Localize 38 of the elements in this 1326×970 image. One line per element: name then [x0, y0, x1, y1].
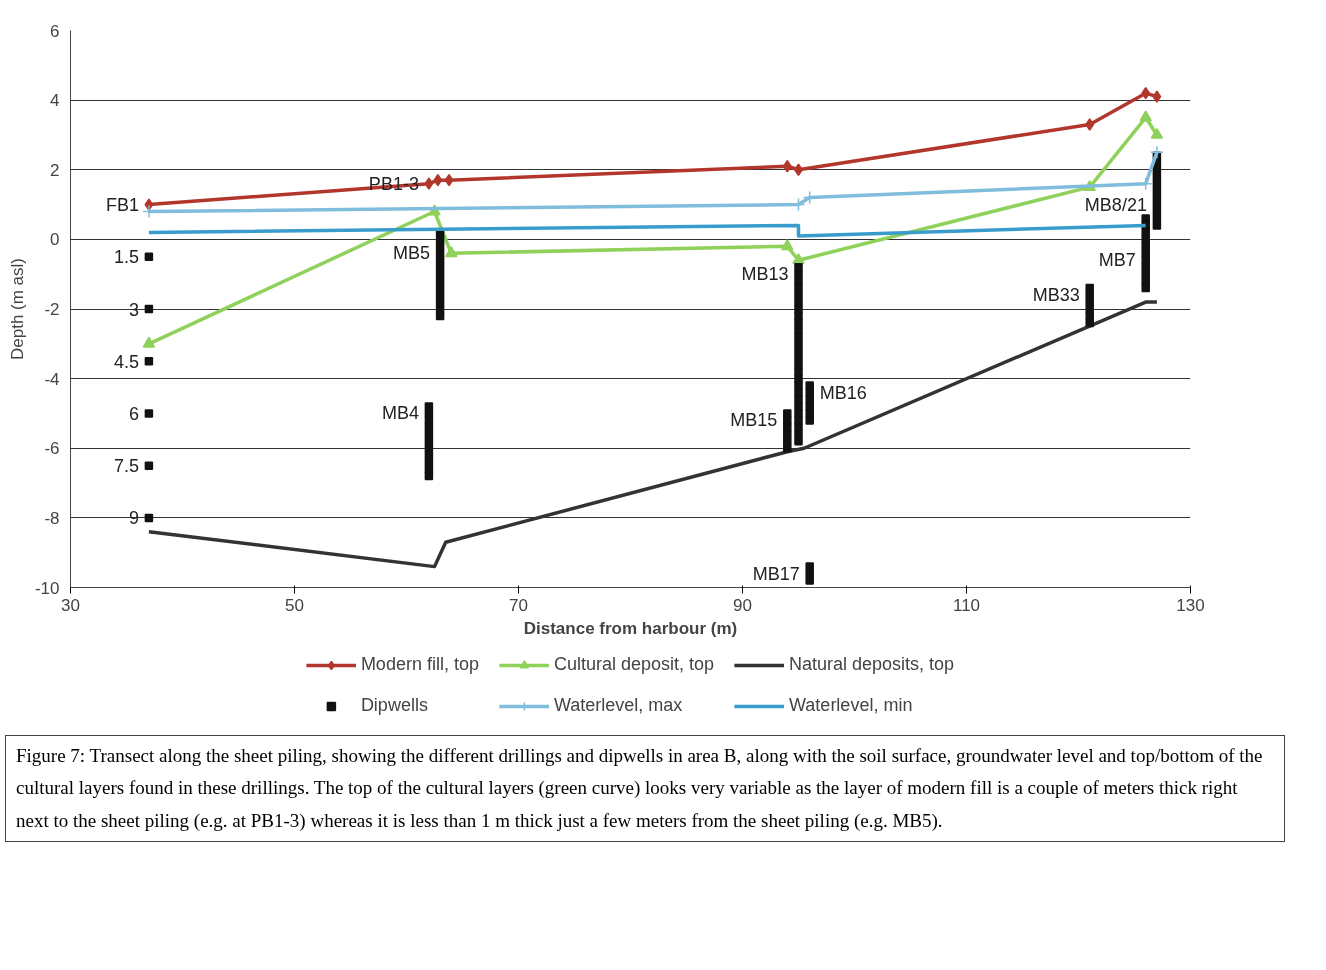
annotation: 4.5: [113, 351, 139, 372]
x-tick-label: 30: [61, 595, 80, 615]
annotation: MB5: [393, 243, 431, 264]
x-tick-label: 70: [509, 595, 528, 615]
annotation: 1.5: [113, 247, 139, 268]
y-tick-label: -4: [44, 369, 60, 389]
y-tick-label: -8: [44, 508, 60, 528]
y-axis-title: Depth (m asl): [7, 257, 27, 361]
annotation: FB1: [105, 194, 139, 215]
y-tick-label: 2: [50, 160, 60, 180]
annotation: MB4: [381, 403, 419, 424]
annotation: MB13: [741, 264, 789, 285]
y-tick-label: -10: [34, 578, 60, 598]
x-tick-label: 50: [285, 595, 304, 615]
x-tick-label: 90: [733, 595, 752, 615]
annotation: MB7: [1098, 250, 1136, 271]
y-tick-label: -2: [44, 300, 60, 319]
legend-label: Cultural deposit, top: [553, 654, 715, 675]
annotation: MB8/21: [1084, 194, 1147, 215]
annotation: MB16: [819, 382, 867, 403]
annotation: 6: [128, 403, 139, 424]
caption: Figure 7: Transect along the sheet piling, showing the different drillings and dipwells in area B, along with the soil surface, groundwater level and top/bottom of the cultural layers found in these drillings. The top of the cultural layers (green curve) looks very variable as the layer of modern fill is a couple of meters thick right next to the sheet piling (e.g. at PB1-3) whereas it is less than 1 m thick just a few meters from the sheet piling (e.g. MB5).: [16, 744, 1264, 833]
y-tick-label: 0: [50, 230, 60, 250]
x-tick-label: 110: [952, 595, 981, 615]
x-tick-label: 130: [1176, 595, 1205, 615]
legend-label: Dipwells: [360, 695, 428, 716]
annotation: MB17: [752, 563, 800, 584]
y-tick-label: 4: [50, 91, 60, 111]
y-tick-label: -6: [44, 439, 60, 459]
legend-label: Waterlevel, min: [789, 695, 913, 716]
annotation: 7.5: [113, 456, 139, 477]
legend-label: Waterlevel, max: [553, 695, 683, 716]
x-axis-title: Distance from harbour (m): [523, 618, 738, 638]
legend-label: Modern fill, top: [360, 654, 479, 675]
annotation: MB15: [730, 410, 778, 431]
y-tick-label: 6: [50, 21, 60, 41]
legend-label: Natural deposits, top: [789, 654, 955, 675]
annotation: MB33: [1032, 285, 1080, 306]
